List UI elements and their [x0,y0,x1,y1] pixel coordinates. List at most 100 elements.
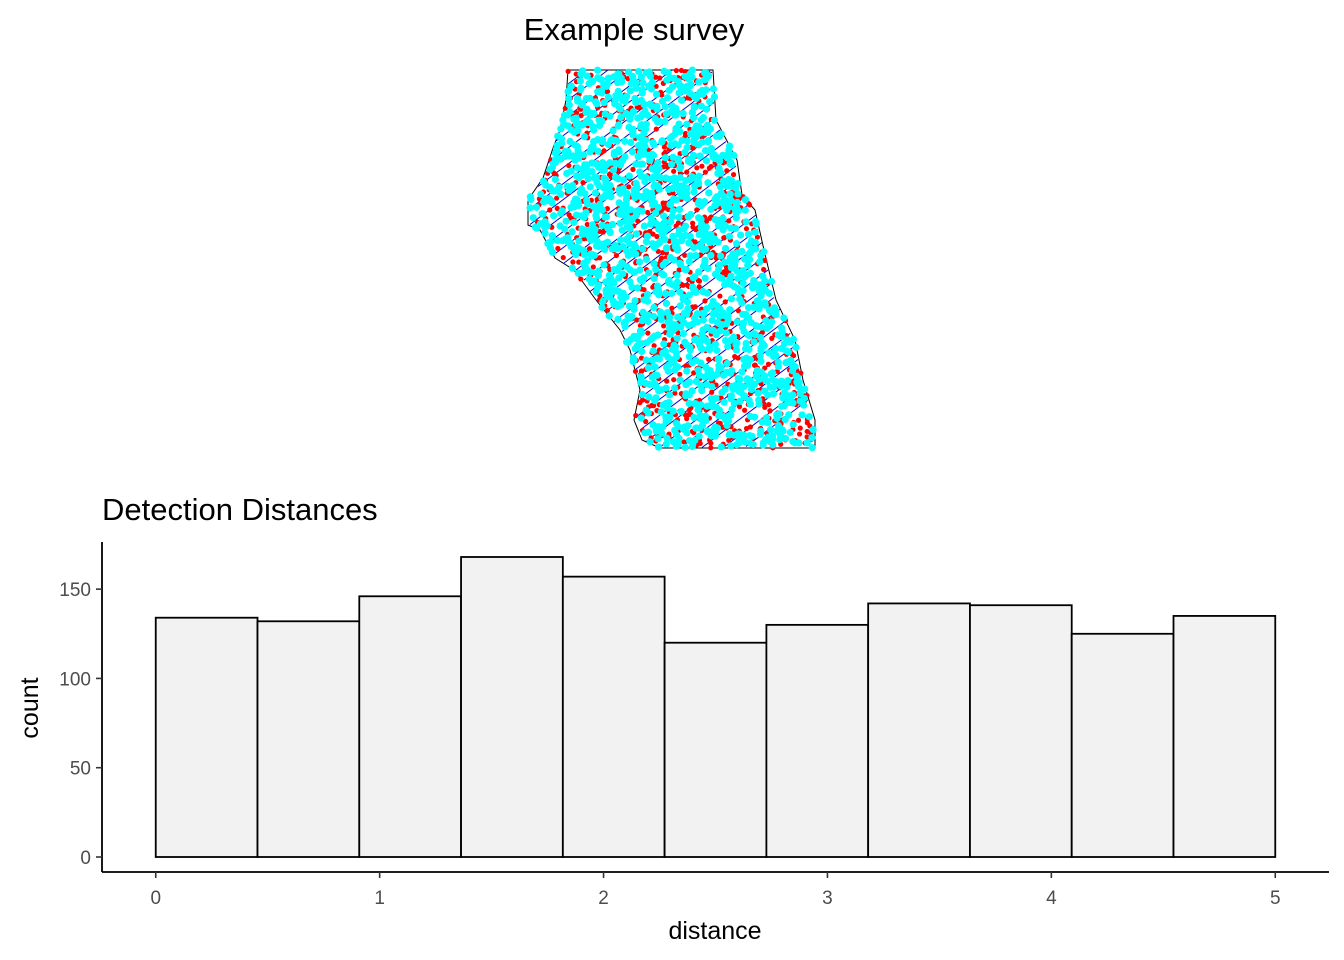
detection-point [734,190,742,198]
histogram-bar [256,620,361,858]
detection-point [710,428,718,436]
animal-point [580,180,586,186]
detection-point [685,258,693,266]
y-axis-title: count [16,677,44,738]
detection-point [688,359,696,367]
detection-point [659,212,668,220]
animal-point [686,407,692,413]
detection-point [695,78,703,86]
detection-point [682,176,690,185]
detection-point [766,426,775,434]
detection-point [729,333,738,341]
detection-point [572,172,581,180]
detection-point [526,204,534,212]
detection-point [703,338,712,346]
detection-point [749,440,757,449]
detection-point [732,214,740,222]
animal-point [632,368,639,374]
detection-point [764,391,772,399]
detection-point [701,274,709,282]
detection-point [671,238,679,246]
detection-point [683,367,691,375]
detection-point [611,100,619,108]
detection-point [675,213,683,221]
detection-point [621,137,629,145]
animal-point [795,417,802,423]
detection-point [658,97,667,105]
detection-point [626,240,634,248]
animal-point [685,412,692,418]
detection-point [587,143,596,151]
detection-point [648,175,656,183]
detection-point [726,430,734,438]
detection-point [664,353,672,361]
detection-point [681,265,689,273]
animal-point [590,264,596,270]
detection-point [588,168,596,176]
detection-point [713,346,721,354]
detection-point [646,336,655,344]
detection-point [709,238,717,246]
detection-point [715,362,723,370]
detection-point [742,339,750,348]
detection-point [658,137,666,145]
x-ticks: 0 1 2 3 4 5 [150,872,1281,909]
detection-point [563,169,571,178]
detection-point [629,129,637,137]
detection-point [573,196,581,204]
animal-point [671,377,677,383]
detection-point [652,383,660,391]
detection-point [586,109,594,117]
detection-point [755,375,763,384]
detection-point [645,428,653,436]
detection-point [714,222,723,230]
detection-point [580,133,589,141]
detection-point [642,255,651,263]
detection-point [697,220,706,228]
detection-point [529,214,537,222]
detection-point [579,230,588,238]
detection-point [662,299,671,308]
detection-point [670,74,678,82]
detection-point [642,110,650,119]
detection-point [666,413,674,421]
detection-point [572,118,580,126]
animal-point [726,437,732,443]
detection-point [754,322,762,330]
detection-point [691,400,699,408]
detection-point [632,230,641,238]
detection-point [709,297,717,306]
animal-point [762,257,768,264]
detection-point [745,241,753,249]
detection-point [566,239,574,247]
animal-point [634,317,640,323]
detection-point [601,110,609,118]
animal-point [635,218,641,224]
detection-point [676,376,684,384]
detection-point [612,245,620,253]
detection-point [550,212,558,220]
detection-point [780,402,788,410]
detection-point [683,310,691,318]
detection-point [644,317,652,326]
detection-point [537,190,545,198]
animal-point [699,163,705,169]
detection-point [685,437,694,445]
detection-point [570,128,579,136]
animal-point [743,425,750,432]
detection-point [629,357,637,366]
animal-point [657,75,663,81]
detection-point [732,346,741,354]
detection-point [654,435,662,443]
detection-point [624,68,633,76]
detection-point [727,394,735,403]
detection-point [631,194,639,202]
histogram-bar [1172,615,1277,858]
animal-point [752,362,758,368]
detection-point [617,158,625,166]
detection-point [795,439,803,447]
detection-point [757,357,765,365]
y-tick-label: 0 [80,848,91,869]
detection-point [745,331,753,340]
animal-point [604,88,611,95]
